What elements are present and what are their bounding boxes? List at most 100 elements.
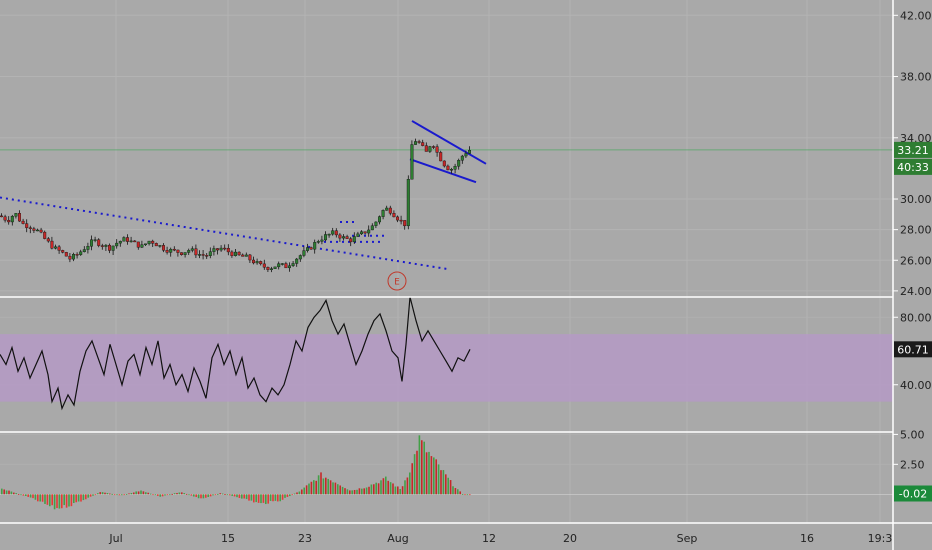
candle-body [219,247,223,251]
candle-body [205,255,209,257]
hist-bar [401,486,404,495]
candle-body [273,266,277,269]
candle-body [208,251,212,256]
hist-bar [334,482,337,495]
candle-body [378,216,382,223]
hist-bar [269,494,272,501]
hist-bar [116,494,118,496]
hist-bar [17,493,20,495]
candle-body [363,231,367,234]
candle-body [396,216,400,221]
hist-bar [133,492,135,495]
x-tick-label: 23 [298,532,312,545]
rsi-band [0,334,893,402]
hist-bar [260,494,262,504]
hist-bar [130,493,133,495]
candle-body [147,240,151,245]
event-label: E [394,278,400,288]
hist-bar [97,493,99,495]
hist-value-tag-bg [894,485,932,502]
hist-bar [195,494,197,498]
candle-body [140,244,144,248]
hist-bar [161,494,164,497]
hist-bar [145,492,147,495]
hist-bar [445,474,447,495]
candle-body [259,261,263,265]
candle-body [446,165,450,171]
hist-bar [257,494,260,503]
hist-bar [169,494,171,496]
candle-body [25,223,29,228]
candle-body [89,239,93,247]
candle-body [403,220,407,227]
candle-body [453,166,457,170]
candle-body [122,237,126,242]
candle-body [266,267,270,270]
hist-bar [176,492,178,495]
countdown-tag-bg [894,158,932,175]
hist-bar [404,480,406,495]
hist-bar [428,451,430,495]
event-circle [387,271,407,291]
hist-bar [277,494,279,502]
candle-body [32,228,36,231]
hist-bar [229,494,231,496]
hist-bar [212,494,214,496]
candle-body [46,238,50,242]
hist-bar [226,494,229,496]
hist-bar [87,494,89,498]
x-tick-label: 15 [221,532,235,545]
candle-body [43,231,47,239]
time-axis[interactable]: Jul 15 23 Aug 12 20 Sep 16 19:3 [108,532,892,545]
candle-body [136,241,140,248]
candle-body [406,179,410,227]
candle-body [288,265,292,269]
x-tick-label: Sep [677,532,698,545]
hist-bar [125,494,128,495]
hist-bar [128,493,130,495]
candle-body [176,249,180,253]
x-tick-label: 12 [482,532,496,545]
rsi-band-group [0,334,893,402]
channel-upper-line[interactable] [411,120,487,165]
hist-bar [332,482,334,495]
price-axis[interactable]: 24.00 26.00 28.00 30.00 34.00 38.00 42.00 80.00… [893,9,932,471]
hist-bar [77,494,80,502]
hist-bar [397,486,399,495]
hist-bar [75,494,77,503]
hist-bar [166,494,169,496]
channel-lower-line[interactable] [409,158,477,184]
hist-bar [337,484,339,495]
hist-bar [272,494,274,502]
hist-bar [399,488,401,495]
candle-body [385,207,389,211]
hist-bar [113,494,116,496]
hist-bar [147,492,149,495]
hist-bar [238,494,241,498]
candle-body [421,142,425,146]
hist-bar [61,494,63,509]
candle-body [179,252,183,255]
candle-body [410,144,414,180]
hist-bar [418,435,421,495]
hist-bar [8,490,10,495]
hist-bar [310,481,313,495]
hist-bar [308,483,310,495]
earnings-event-marker[interactable]: E [387,271,407,291]
hist-bar [142,491,145,495]
candle-body [291,263,295,266]
downtrend-line[interactable] [0,196,451,271]
candle-body [68,255,72,260]
y-tick-label: 34.00 [900,132,932,145]
hist-bar [200,494,202,499]
candle-body [172,248,176,251]
hist-bar [37,494,39,502]
hist-bar [313,480,315,495]
hist-bar [267,494,269,504]
hist-bar [183,493,185,495]
hist-bar [173,493,176,495]
hist-bar [101,492,104,495]
hist-bar [22,494,25,496]
candle-body [18,213,22,222]
candle-body [0,215,3,218]
